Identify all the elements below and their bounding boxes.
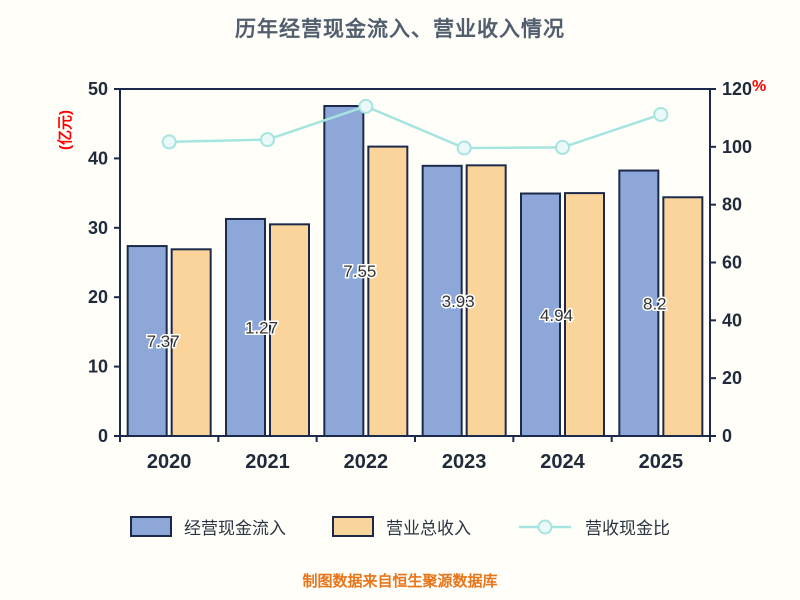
legend: 经营现金流入 营业总收入 营收现金比 [0, 514, 800, 539]
bar-cash-2021 [225, 217, 266, 437]
ratio-marker-2022 [358, 98, 374, 114]
right-axis-tick-label: 80 [722, 195, 742, 215]
left-axis-tick-label: 0 [98, 426, 108, 446]
cash-bar-swatch-icon [130, 516, 172, 537]
x-axis-tick-label-2021: 2021 [245, 451, 290, 473]
bar-cash-2023 [421, 164, 463, 437]
x-axis-tick-label-2024: 2024 [540, 451, 585, 473]
legend-item-revenue: 营业总收入 [332, 514, 471, 539]
right-axis-tick-label: 120 [722, 79, 752, 99]
revenue-bar-swatch-icon [332, 516, 374, 537]
ratio-marker-2023 [456, 140, 472, 156]
bar-revenue-2020 [170, 248, 212, 437]
ratio-marker-2021 [260, 132, 275, 148]
ratio-marker-2025 [653, 106, 669, 122]
right-axis-tick-label: 40 [722, 310, 742, 330]
right-axis-tick-label: 0 [722, 426, 732, 446]
left-axis-tick-label: 20 [88, 287, 108, 307]
x-axis-tick-label-2025: 2025 [639, 451, 684, 473]
ratio-line-swatch-icon [519, 519, 571, 534]
bar-value-label-2023: 3.93 [442, 292, 475, 311]
left-axis-tick-label: 40 [88, 148, 108, 168]
bar-revenue-2025 [662, 196, 704, 437]
ratio-line [169, 105, 662, 150]
x-axis-tick-label-2020: 2020 [147, 451, 192, 473]
x-axis-tick-label-2023: 2023 [442, 451, 487, 473]
legend-item-ratio: 营收现金比 [517, 514, 670, 539]
ratio-marker-2024 [555, 139, 570, 155]
right-axis-tick-label: 20 [722, 368, 742, 388]
bar-revenue-2024 [564, 192, 605, 437]
legend-label-ratio: 营收现金比 [585, 519, 670, 538]
right-axis-tick-label: 60 [722, 253, 742, 273]
bar-value-label-2020: 7.37 [147, 332, 180, 351]
legend-item-cash: 经营现金流入 [130, 514, 286, 539]
chart-title: 历年经营现金流入、营业收入情况 [235, 18, 565, 41]
right-axis-tick-label: 100 [722, 137, 752, 157]
right-axis-unit-label: % [752, 78, 767, 95]
legend-label-revenue: 营业总收入 [386, 519, 471, 538]
ratio-marker-2020 [161, 134, 177, 150]
x-axis-tick-label-2022: 2022 [344, 451, 389, 473]
bar-value-label-2022: 7.55 [343, 262, 376, 281]
source-note: 制图数据来自恒生聚源数据库 [302, 573, 498, 590]
bar-value-label-2021: 1.27 [245, 318, 278, 337]
legend-label-cash: 经营现金流入 [184, 519, 286, 538]
left-axis-tick-label: 10 [88, 357, 108, 377]
bar-revenue-2021 [269, 223, 310, 437]
bar-cash-2020 [126, 245, 168, 437]
left-axis-tick-label: 50 [88, 79, 108, 99]
left-axis-tick-label: 30 [88, 218, 108, 238]
bar-value-label-2024: 4.94 [540, 306, 573, 325]
bar-value-label-2025: 8.2 [643, 294, 667, 313]
bar-revenue-2022 [367, 145, 409, 438]
